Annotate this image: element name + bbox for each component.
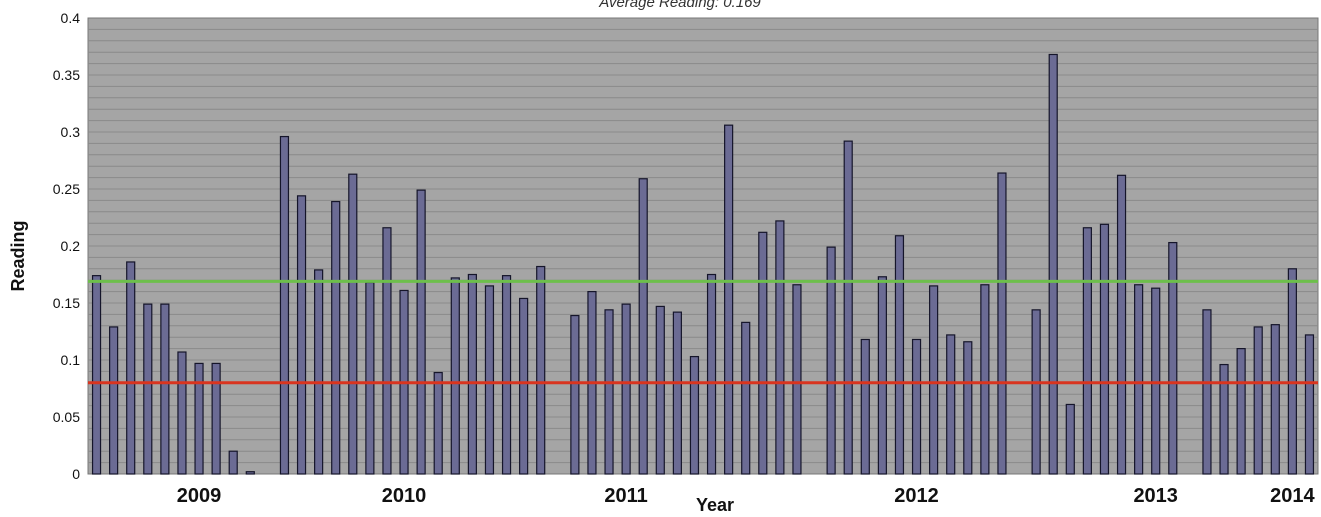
bar xyxy=(689,355,700,475)
x-tick-label: 2010 xyxy=(382,485,427,507)
bar xyxy=(314,269,324,475)
x-tick-label: 2009 xyxy=(177,485,222,507)
y-tick-label: 0.15 xyxy=(53,295,80,311)
bar xyxy=(245,471,255,475)
bar xyxy=(228,450,238,475)
bar xyxy=(143,303,153,475)
y-tick-label: 0.4 xyxy=(61,10,81,26)
bar xyxy=(416,189,426,475)
bar xyxy=(706,273,717,475)
y-tick-label: 0.2 xyxy=(61,238,81,254)
bar xyxy=(980,284,990,475)
bar xyxy=(1048,53,1058,475)
bar xyxy=(450,277,460,475)
bar xyxy=(792,284,802,475)
bar xyxy=(1116,174,1127,475)
bar xyxy=(775,220,785,475)
bar xyxy=(963,341,973,475)
x-axis-year-labels: 2009 2010 2011 2012 2013 2014 xyxy=(177,485,1316,507)
bar xyxy=(604,309,614,475)
bar xyxy=(177,351,187,475)
y-tick-label: 0.1 xyxy=(61,352,81,368)
y-axis-ticks: 0 0.05 0.1 0.15 0.2 0.25 0.3 0.35 0.4 xyxy=(53,10,80,482)
bar xyxy=(1287,268,1297,475)
bar xyxy=(109,326,119,475)
bar xyxy=(279,135,290,475)
x-tick-label: 2013 xyxy=(1133,485,1178,507)
bar xyxy=(638,178,648,475)
bar xyxy=(741,321,751,475)
y-tick-label: 0.05 xyxy=(53,409,80,425)
bar xyxy=(911,338,922,475)
bar xyxy=(467,273,477,475)
bar xyxy=(1168,241,1178,475)
bar xyxy=(1202,309,1212,475)
bar xyxy=(1151,287,1161,475)
gridlines xyxy=(88,28,1318,464)
bar-series xyxy=(91,53,1315,475)
bar xyxy=(672,311,682,475)
y-tick-label: 0.35 xyxy=(53,67,80,83)
bar xyxy=(758,231,768,475)
bar xyxy=(1304,334,1315,475)
x-tick-label: 2012 xyxy=(894,485,939,507)
bar xyxy=(519,297,529,475)
y-tick-label: 0.25 xyxy=(53,181,80,197)
bar xyxy=(382,227,392,475)
bar xyxy=(1134,284,1144,475)
y-tick-label: 0 xyxy=(72,466,80,482)
bar xyxy=(536,265,546,475)
bar xyxy=(570,314,580,475)
bar xyxy=(860,338,870,475)
bar xyxy=(91,275,102,475)
bar xyxy=(843,140,853,475)
bar xyxy=(655,305,665,475)
bar xyxy=(724,124,734,475)
bar xyxy=(365,281,375,475)
bar xyxy=(826,246,836,475)
bar xyxy=(1065,403,1075,475)
bar xyxy=(484,285,495,475)
bar xyxy=(1219,363,1229,475)
x-tick-label: 2014 xyxy=(1270,485,1315,507)
bar xyxy=(877,276,887,475)
bar xyxy=(160,303,170,475)
bar xyxy=(1031,309,1041,475)
bar xyxy=(997,172,1007,475)
y-axis-title: Reading xyxy=(8,220,28,291)
bar xyxy=(331,200,341,475)
bar xyxy=(433,371,443,475)
bar xyxy=(1236,348,1246,475)
bar xyxy=(501,275,512,475)
bar xyxy=(211,362,221,475)
bar xyxy=(348,173,358,475)
bar xyxy=(1099,223,1110,475)
y-tick-label: 0.3 xyxy=(61,124,81,140)
bar xyxy=(929,285,939,475)
bar xyxy=(894,235,905,475)
bar xyxy=(296,195,307,475)
x-axis-title: Year xyxy=(696,495,734,515)
bar xyxy=(194,362,204,475)
bar xyxy=(1253,326,1263,475)
bar xyxy=(126,261,136,475)
bar xyxy=(1082,227,1092,475)
bar xyxy=(621,303,631,475)
x-tick-label: 2011 xyxy=(604,485,647,507)
average-reading-caption: Average Reading: 0.169 xyxy=(598,0,761,11)
reference-lines xyxy=(88,279,1318,385)
bar xyxy=(946,334,956,475)
bar xyxy=(1270,324,1280,475)
